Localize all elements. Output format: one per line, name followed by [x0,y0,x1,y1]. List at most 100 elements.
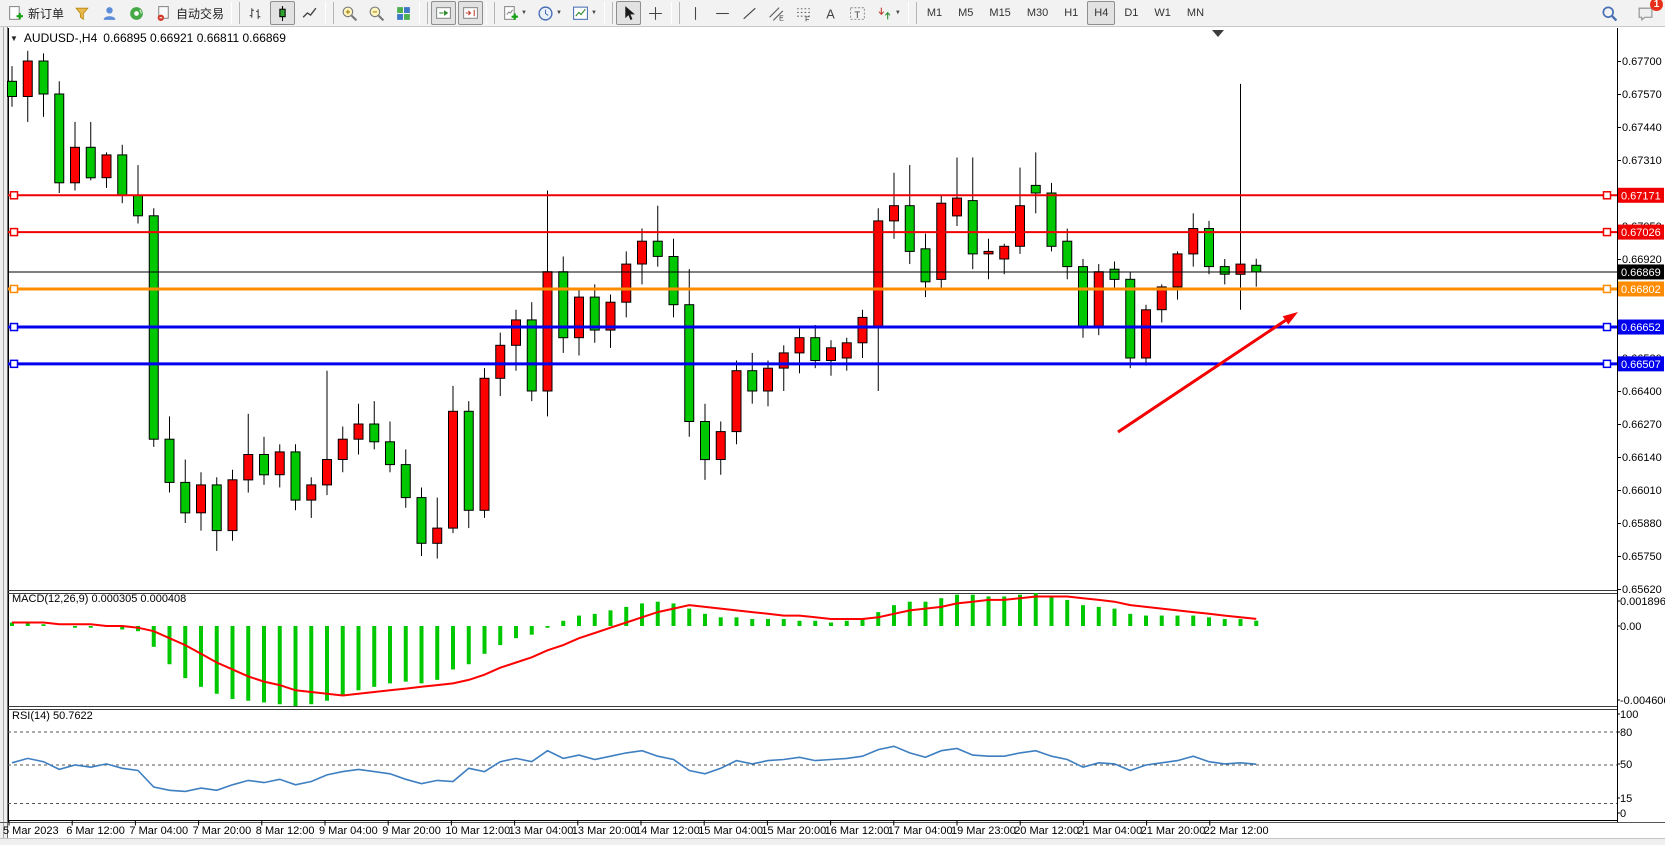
svg-text:0.65750: 0.65750 [1622,551,1662,563]
text-button[interactable]: A [818,1,843,25]
tf-h1[interactable]: H1 [1057,1,1085,25]
trendline-button[interactable] [737,1,762,25]
svg-text:T: T [854,9,860,20]
tf-mn[interactable]: MN [1180,1,1211,25]
line-chart-button[interactable] [297,1,322,25]
broadcast-button[interactable] [124,1,149,25]
toolbar: 新订单 自动交易 ▼ ▼ ▼ E F A T ▼ M1 M5 M15 M30 H1 H4 D1 W1 MN 1 [0,0,1665,27]
chevron-down-icon[interactable]: ▼ [590,10,597,16]
chevron-down-icon[interactable]: ▼ [521,10,527,16]
rsi-indicator-label: RSI(14) 50.7622 [12,710,93,722]
templates-button[interactable]: ▼ [568,1,601,25]
price-badge-0.67026: 0.67026 [1618,224,1664,240]
rsi-scale: 100 80 50 15 0 [1617,709,1638,820]
symbol-dropdown-icon[interactable]: ▼ [10,33,18,43]
support-line-1[interactable] [8,322,1617,332]
svg-text:9 Mar 04:00: 9 Mar 04:00 [319,825,378,837]
line-handle[interactable] [9,191,19,200]
template-icon [573,6,588,20]
resistance-line-2[interactable] [8,227,1617,237]
crosshair-button[interactable] [643,1,668,25]
chart-shift-icon [463,6,478,19]
svg-text:21 Mar 04:00: 21 Mar 04:00 [1077,825,1142,837]
cursor-button[interactable] [615,1,641,25]
svg-text:7 Mar 04:00: 7 Mar 04:00 [129,825,188,837]
svg-text:0.66920: 0.66920 [1622,254,1662,266]
tf-m1-label: M1 [926,7,943,19]
market-watch-button[interactable] [97,1,122,25]
macd-signal-line [12,595,1257,697]
svg-text:-0.004606: -0.004606 [1620,695,1665,707]
svg-text:0: 0 [1620,808,1626,820]
tf-d1[interactable]: D1 [1117,1,1145,25]
chart-shift-button[interactable] [458,1,484,25]
line-handle[interactable] [1602,227,1612,237]
arrow-annotation[interactable] [1117,312,1298,434]
chart-shift-marker[interactable] [1212,30,1224,37]
line-handle[interactable] [9,322,19,332]
line-handle[interactable] [1602,359,1612,369]
text-a-icon: A [826,6,835,21]
svg-text:E: E [779,15,784,22]
search-button[interactable] [1597,1,1622,25]
chart-symbol-period: AUDUSD-,H4 [23,31,98,45]
svg-text:15 Mar 04:00: 15 Mar 04:00 [698,825,763,837]
auto-scroll-button[interactable] [431,1,457,25]
line-handle[interactable] [9,359,19,369]
zoom-out-button[interactable] [364,1,389,25]
cursor-icon [625,5,635,20]
candle-icon [279,5,286,21]
vertical-line-button[interactable] [683,1,708,25]
horizontal-line-button[interactable] [710,1,735,25]
svg-text:9 Mar 20:00: 9 Mar 20:00 [382,825,441,837]
candlestick-button[interactable] [270,1,296,25]
tf-h4[interactable]: H4 [1087,1,1116,25]
shapes-button[interactable]: ▼ [872,1,905,25]
fibo-icon: F [797,7,810,22]
line-handle[interactable] [1602,322,1612,332]
market-funnel-button[interactable] [70,1,95,25]
line-handle[interactable] [1602,191,1612,200]
svg-text:0.67310: 0.67310 [1622,155,1662,167]
channel-button[interactable]: E [764,1,789,25]
tiles-icon [397,6,410,20]
new-chart-button[interactable]: ▼ [498,1,531,25]
tf-m5[interactable]: M5 [951,1,980,25]
tf-m1[interactable]: M1 [920,1,949,25]
svg-text:17 Mar 04:00: 17 Mar 04:00 [888,825,953,837]
svg-text:0.66010: 0.66010 [1622,485,1662,497]
chevron-down-icon[interactable]: ▼ [894,10,901,16]
chevron-down-icon[interactable]: ▼ [555,10,562,16]
tf-m15[interactable]: M15 [982,1,1017,25]
rsi-line [11,745,1257,793]
tf-w1[interactable]: W1 [1147,1,1178,25]
svg-text:A: A [826,6,835,21]
svg-text:0.66802: 0.66802 [1621,284,1661,296]
channel-icon: E [769,6,784,22]
fibonacci-button[interactable]: F [791,1,816,25]
tile-windows-button[interactable] [391,1,416,25]
chart-title: ▼ AUDUSD-,H4 0.66895 0.66921 0.66811 0.6… [10,31,286,45]
auto-trading-button[interactable]: 自动交易 [151,1,228,25]
svg-text:13 Mar 04:00: 13 Mar 04:00 [509,825,574,837]
new-order-button[interactable]: 新订单 [3,1,68,25]
support-line-2[interactable] [8,359,1617,369]
macd-indicator-label: MACD(12,26,9) 0.000305 0.000408 [12,593,187,605]
rsi-levels [8,731,1617,804]
text-label-button[interactable]: T [845,1,870,25]
line-handle[interactable] [9,284,19,294]
price-badge-0.66652: 0.66652 [1618,319,1664,335]
pivot-line[interactable] [8,284,1617,294]
zoom-in-button[interactable] [337,1,362,25]
svg-text:15: 15 [1620,793,1632,805]
periods-button[interactable]: ▼ [533,1,566,25]
svg-text:0.001896: 0.001896 [1620,596,1665,608]
line-handle[interactable] [1602,284,1612,294]
tf-m30[interactable]: M30 [1020,1,1055,25]
notifications-button[interactable]: 1 [1633,0,1663,25]
line-handle[interactable] [9,227,19,237]
resistance-line-1[interactable] [8,191,1617,200]
bar-chart-button[interactable] [243,1,268,25]
